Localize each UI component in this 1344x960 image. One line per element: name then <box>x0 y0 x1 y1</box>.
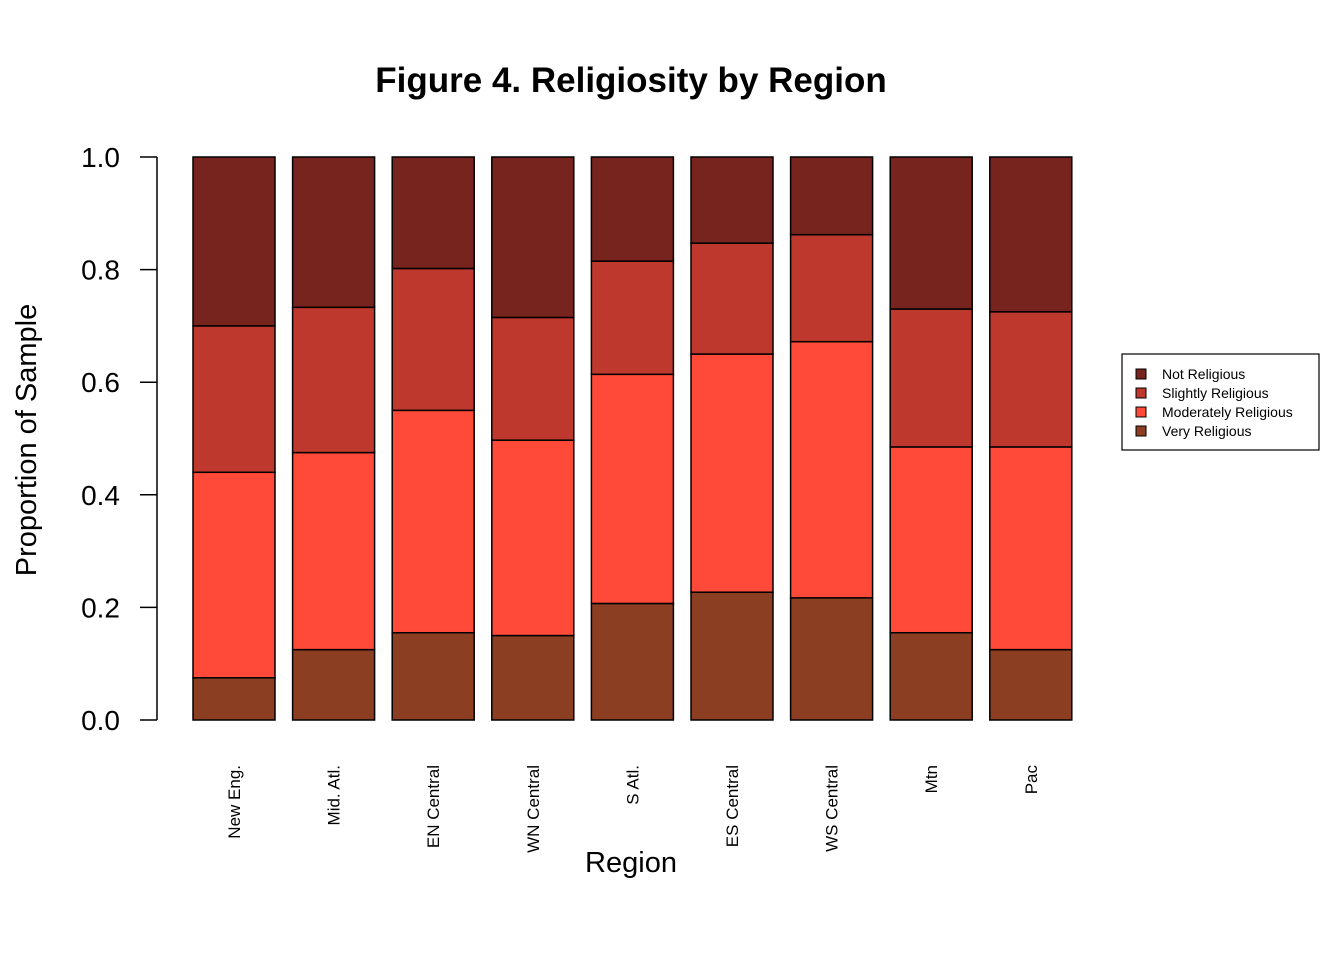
bar-segment <box>491 156 575 319</box>
bar-segment <box>590 260 675 376</box>
bar-segment <box>291 451 376 651</box>
x-tick-label: Pac <box>1022 765 1041 795</box>
x-tick-label: ES Central <box>723 765 742 847</box>
bar-segment <box>391 409 475 634</box>
x-tick-label: New Eng. <box>225 765 244 839</box>
bar-segment <box>989 648 1073 721</box>
x-tick-label: S Atl. <box>623 765 642 805</box>
bar-segment <box>789 233 874 343</box>
bar-segment <box>391 631 475 721</box>
y-tick-label: 0.2 <box>81 592 120 623</box>
legend-label: Moderately Religious <box>1162 404 1293 420</box>
bar-segment <box>491 439 575 637</box>
bar-segment <box>291 306 376 454</box>
legend-swatch <box>1135 387 1147 399</box>
bar-segment <box>491 634 575 721</box>
bar-segment <box>192 156 276 327</box>
legend-label: Not Religious <box>1162 366 1245 382</box>
x-tick-label: Mtn <box>922 765 941 793</box>
bar-segment <box>989 311 1073 448</box>
bar-segment <box>590 602 675 721</box>
x-tick-label: EN Central <box>424 765 443 848</box>
y-tick-label: 1.0 <box>81 142 120 173</box>
legend-label: Very Religious <box>1162 423 1252 439</box>
bar-segment <box>391 156 475 270</box>
legend-label: Slightly Religious <box>1162 385 1269 401</box>
bar-segment <box>889 308 973 448</box>
bar-segment <box>491 316 575 441</box>
bar-segment <box>789 156 874 236</box>
bars <box>192 156 1073 721</box>
bar-segment <box>889 156 973 310</box>
bar-segment <box>590 156 675 262</box>
y-tick-label: 0.0 <box>81 705 120 736</box>
bar-segment <box>291 156 376 309</box>
chart-title: Figure 4. Religiosity by Region <box>375 61 886 100</box>
y-tick-label: 0.8 <box>81 255 120 286</box>
x-axis-label: Region <box>585 847 677 879</box>
bar-segment <box>889 631 973 721</box>
x-tick-label: WN Central <box>524 765 543 853</box>
bar-segment <box>391 267 475 412</box>
bar-segment <box>590 373 675 605</box>
bar-segment <box>789 597 874 721</box>
legend-swatch <box>1135 368 1147 380</box>
bar-segment <box>192 471 276 679</box>
y-tick-label: 0.4 <box>81 480 120 511</box>
x-tick-label: Mid. Atl. <box>325 765 344 825</box>
bar-segment <box>690 353 774 593</box>
bar-segment <box>690 591 774 721</box>
legend: Not Religious Slightly Religious Moderatel… <box>1121 353 1320 451</box>
y-axis: 0.0 0.2 0.4 0.6 0.8 1.0 <box>81 142 158 736</box>
bar-segment <box>291 648 376 721</box>
bar-segment <box>690 242 774 355</box>
x-tick-label: WS Central <box>823 765 842 852</box>
bar-segment <box>789 340 874 599</box>
y-axis-label: Proportion of Sample <box>11 304 43 576</box>
bar-segment <box>989 156 1073 313</box>
x-tick-labels: New Eng. Mid. Atl. EN Central WN Central S A… <box>225 765 1041 853</box>
y-tick-label: 0.6 <box>81 367 120 398</box>
legend-box <box>1121 353 1320 451</box>
legend-swatch <box>1135 425 1147 437</box>
bar-segment <box>989 446 1073 651</box>
bar-segment <box>690 156 774 244</box>
bar-segment <box>192 677 276 721</box>
bar-segment <box>192 325 276 474</box>
bar-segment <box>889 446 973 634</box>
legend-swatch <box>1135 406 1147 418</box>
